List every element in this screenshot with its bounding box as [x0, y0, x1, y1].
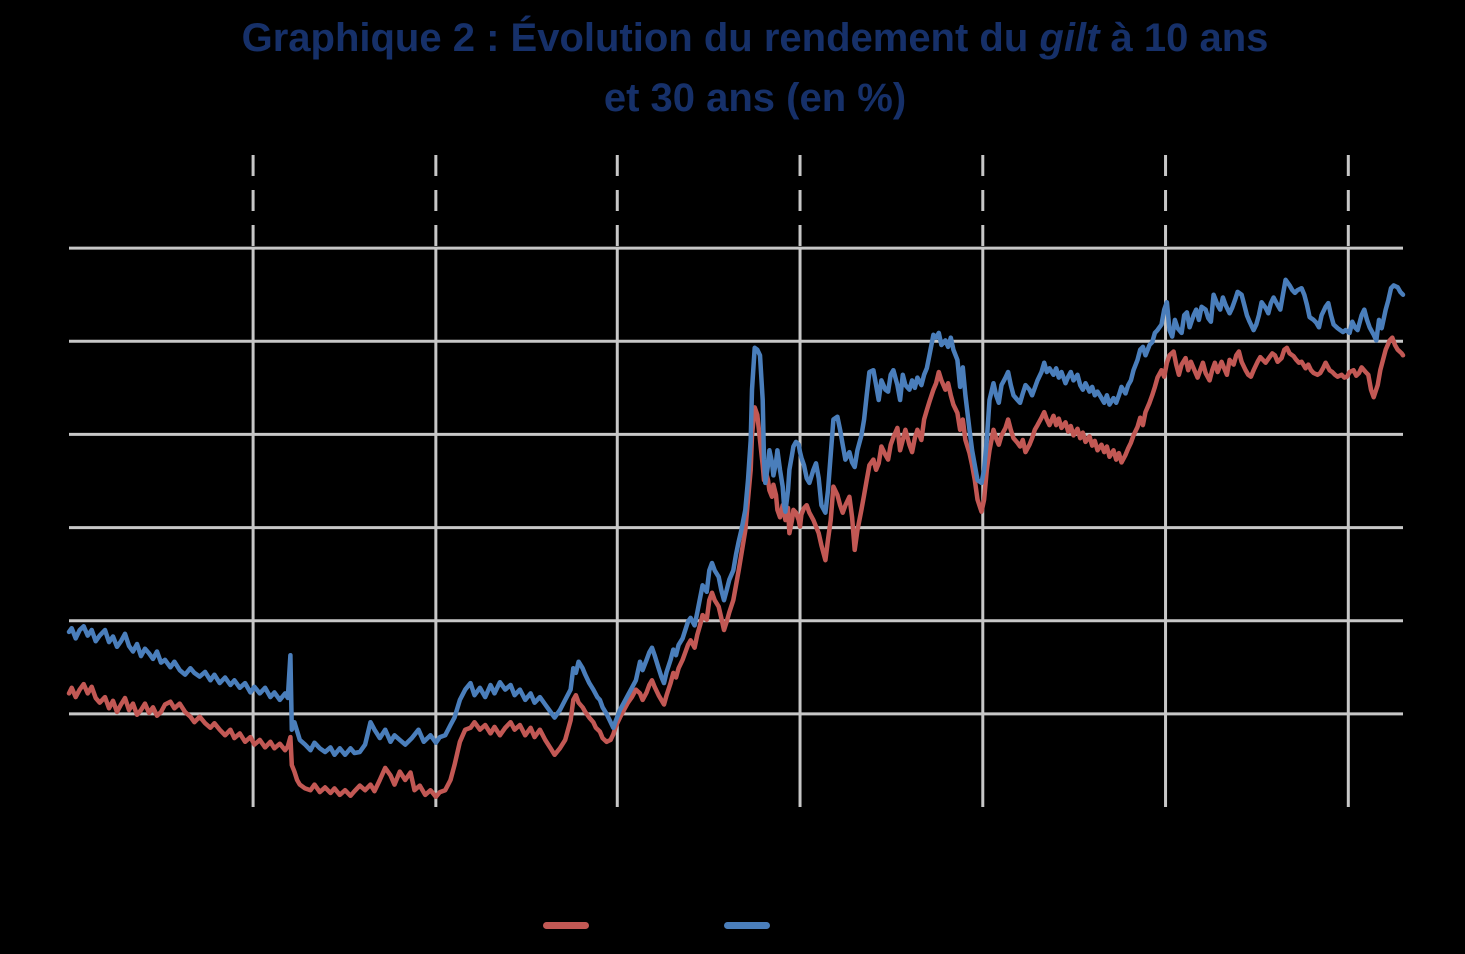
chart-title-prefix: Graphique 2 : Évolution du rendement du	[241, 16, 1040, 60]
chart-title-italic-word: gilt	[1039, 16, 1100, 60]
legend-swatch-10-ans	[543, 922, 589, 929]
series-line-10-ans	[66, 335, 1406, 800]
chart-title-line2: et 30 ans (en %)	[603, 76, 907, 120]
legend-swatch-30-ans	[724, 922, 770, 929]
chart-title-suffix: à 10 ans	[1099, 16, 1269, 60]
chart-title: Graphique 2 : Évolution du rendement du …	[45, 8, 1465, 128]
series-line-30-ans	[66, 277, 1406, 758]
